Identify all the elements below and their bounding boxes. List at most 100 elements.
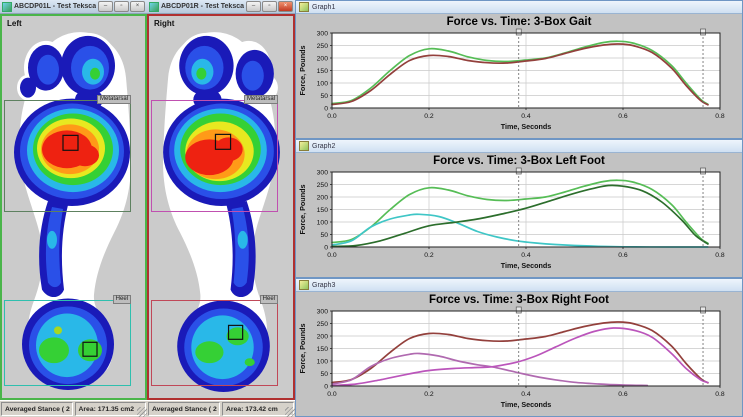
y-tick-label: 150 xyxy=(317,68,329,75)
x-tick-label: 0.6 xyxy=(618,113,628,120)
title-bar[interactable]: Graph1 xyxy=(296,1,742,14)
title-bar[interactable]: ABCDP01R - Test Tekscan - P... – ▫ × xyxy=(147,0,295,14)
series-line-right-foot-total xyxy=(331,43,709,106)
y-tick-label: 200 xyxy=(317,333,329,340)
heel-box-tag[interactable]: Heel xyxy=(259,295,278,304)
series-line-right-forefoot xyxy=(331,327,709,387)
chart-icon xyxy=(299,2,309,12)
graph-body: Force vs. Time: 3-Box Left Foot 0 50 100 15… xyxy=(296,153,742,277)
y-tick-label: 100 xyxy=(317,219,329,226)
series-line-left-heel xyxy=(331,213,709,248)
x-tick-label: 0.0 xyxy=(327,252,337,259)
window-title: ABCDP01L - Test Tekscan - F/SA xyxy=(14,3,96,10)
graph-window-2: Graph2 Force vs. Time: 3-Box Left Foot 0… xyxy=(295,139,743,278)
y-axis-label: Force, Pounds xyxy=(298,46,307,96)
foot-side-label: Right xyxy=(154,19,175,28)
x-tick-label: 0.4 xyxy=(521,113,531,120)
y-tick-label: 100 xyxy=(317,358,329,365)
minimize-button[interactable]: – xyxy=(246,1,261,12)
right-heel-peak-box[interactable] xyxy=(227,324,244,340)
y-tick-label: 50 xyxy=(320,93,328,100)
resize-grip[interactable] xyxy=(137,407,147,417)
x-axis-label: Time, Seconds xyxy=(501,261,552,270)
metatarsal-box-tag[interactable]: Metatarsal xyxy=(96,95,131,104)
y-tick-label: 300 xyxy=(317,30,329,37)
resize-grip[interactable] xyxy=(285,407,295,417)
status-stance: Averaged Stance ( 2 - 6 ) xyxy=(1,402,73,416)
y-tick-label: 50 xyxy=(320,232,328,239)
cursor-handle[interactable] xyxy=(700,28,706,36)
pressure-map-right[interactable]: Right Metatarsal Heel xyxy=(147,14,295,400)
y-tick-label: 150 xyxy=(317,346,329,353)
status-bar: Averaged Stance ( 2 - 6 ) Area: 173.42 c… xyxy=(147,400,295,417)
cursor-handle[interactable] xyxy=(515,306,522,314)
graph-body: Force vs. Time: 3-Box Gait 0 50 100 150 200 2… xyxy=(296,14,742,138)
y-tick-label: 0 xyxy=(324,383,328,390)
x-tick-label: 0.0 xyxy=(327,113,337,120)
status-stance: Averaged Stance ( 2 - 6 ) xyxy=(148,402,220,416)
left-heel-box[interactable]: Heel xyxy=(4,295,131,386)
x-tick-label: 0.6 xyxy=(618,391,628,398)
left-heel-pressure xyxy=(22,298,114,391)
x-axis-label: Time, Seconds xyxy=(501,122,552,131)
y-tick-label: 250 xyxy=(317,182,329,189)
metatarsal-box-tag[interactable]: Metatarsal xyxy=(243,95,278,104)
chart-icon xyxy=(299,141,309,151)
right-midfoot-pressure xyxy=(226,201,256,298)
foot-side-label: Left xyxy=(7,19,22,28)
graph-window-label: Graph1 xyxy=(312,3,336,11)
window-left-foot: ABCDP01L - Test Tekscan - F/SA – ▫ × xyxy=(0,0,147,417)
left-metatarsal-box[interactable]: Metatarsal xyxy=(4,95,131,212)
minimize-button[interactable]: – xyxy=(98,1,113,12)
right-heel-box[interactable]: Heel xyxy=(151,295,278,386)
left-midfoot-pressure xyxy=(39,201,68,298)
y-tick-label: 250 xyxy=(317,321,329,328)
x-axis-label: Time, Seconds xyxy=(501,400,552,409)
chart-icon xyxy=(299,280,309,290)
y-tick-label: 150 xyxy=(317,207,329,214)
x-tick-label: 0.4 xyxy=(521,252,531,259)
y-tick-label: 300 xyxy=(317,308,329,315)
right-metatarsal-peak-box[interactable] xyxy=(214,133,232,150)
x-tick-label: 0.2 xyxy=(424,391,434,398)
y-axis-label: Force, Pounds xyxy=(298,185,307,235)
pressure-map-left[interactable]: Left Metatarsal Heel xyxy=(0,14,147,400)
y-tick-label: 50 xyxy=(320,371,328,378)
left-heel-peak-box[interactable] xyxy=(82,341,98,357)
cursor-handle[interactable] xyxy=(515,28,522,36)
y-tick-label: 0 xyxy=(324,105,328,112)
close-button[interactable]: × xyxy=(130,1,145,12)
title-bar[interactable]: Graph3 xyxy=(296,279,742,292)
left-foot-force-chart[interactable]: 0 50 100 150 200 250 300 0.0 0.2 0.4 0.6 0.8 Force, … xyxy=(296,167,742,277)
series-line-right-heel xyxy=(331,352,649,387)
left-toe-pressure xyxy=(20,35,115,111)
status-bar: Averaged Stance ( 2 - 6 ) Area: 171.35 c… xyxy=(0,400,147,417)
graph-window-3: Graph3 Force vs. Time: 3-Box Right Foot … xyxy=(295,278,743,417)
x-tick-label: 0.6 xyxy=(618,252,628,259)
cursor-handle[interactable] xyxy=(700,167,706,175)
cursor-handle[interactable] xyxy=(515,167,522,175)
y-tick-label: 0 xyxy=(324,244,328,251)
right-metatarsal-box[interactable]: Metatarsal xyxy=(151,95,278,212)
right-toe-pressure xyxy=(179,35,274,111)
title-bar[interactable]: Graph2 xyxy=(296,140,742,153)
cursor-handle[interactable] xyxy=(700,306,706,314)
gait-force-chart[interactable]: 0 50 100 150 200 250 300 0.0 0.2 0.4 0.6 0.8 Force, … xyxy=(296,28,742,138)
maximize-button[interactable]: ▫ xyxy=(262,1,277,12)
series-line-left-forefoot xyxy=(331,184,709,248)
maximize-button[interactable]: ▫ xyxy=(114,1,129,12)
left-metatarsal-peak-box[interactable] xyxy=(62,134,79,151)
right-foot-pressure-svg xyxy=(149,16,293,398)
window-right-foot: ABCDP01R - Test Tekscan - P... – ▫ × xyxy=(147,0,295,417)
y-tick-label: 250 xyxy=(317,43,329,50)
close-button[interactable]: × xyxy=(278,1,293,12)
title-bar[interactable]: ABCDP01L - Test Tekscan - F/SA – ▫ × xyxy=(0,0,147,14)
chart-title: Force vs. Time: 3-Box Right Foot xyxy=(429,294,609,306)
x-tick-label: 0.8 xyxy=(715,252,725,259)
series-line-right-foot-total xyxy=(331,321,709,384)
right-foot-force-chart[interactable]: 0 50 100 150 200 250 300 0.0 0.2 0.4 0.6 0.8 Force, … xyxy=(296,306,742,416)
status-area: Area: 173.42 cm xyxy=(222,402,294,416)
heel-box-tag[interactable]: Heel xyxy=(112,295,131,304)
chart-title: Force vs. Time: 3-Box Left Foot xyxy=(433,155,605,167)
